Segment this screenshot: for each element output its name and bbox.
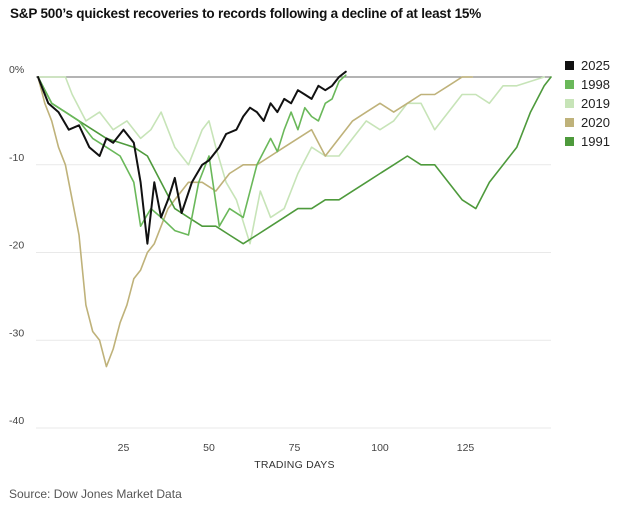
series-line-2025 bbox=[37, 70, 347, 245]
legend-swatch bbox=[565, 61, 574, 70]
legend-item-2019: 2019 bbox=[565, 94, 610, 113]
x-tick-label: 75 bbox=[289, 442, 301, 454]
series-line-1998 bbox=[37, 74, 347, 236]
legend-item-2025: 2025 bbox=[565, 56, 610, 75]
legend-item-1991: 1991 bbox=[565, 132, 610, 151]
x-tick-label: 50 bbox=[203, 442, 215, 454]
y-tick-label: -40 bbox=[9, 415, 24, 427]
y-tick-label: 0% bbox=[9, 64, 24, 76]
legend-label: 1998 bbox=[581, 77, 610, 92]
legend: 2025 1998 2019 2020 1991 bbox=[565, 56, 610, 151]
x-tick-label: 100 bbox=[371, 442, 389, 454]
y-tick-label: -10 bbox=[9, 152, 24, 164]
legend-label: 2025 bbox=[581, 58, 610, 73]
legend-item-1998: 1998 bbox=[565, 75, 610, 94]
legend-swatch bbox=[565, 99, 574, 108]
legend-item-2020: 2020 bbox=[565, 113, 610, 132]
grid-lines bbox=[36, 164, 551, 429]
y-axis-ticks: 0% -10 -20 -30 -40 bbox=[9, 64, 24, 427]
legend-swatch bbox=[565, 137, 574, 146]
x-tick-label: 25 bbox=[118, 442, 130, 454]
x-axis-title: TRADING DAYS bbox=[254, 459, 334, 471]
series-line-2020 bbox=[37, 76, 474, 368]
legend-label: 2019 bbox=[581, 96, 610, 111]
chart-title: S&P 500’s quickest recoveries to records… bbox=[10, 6, 481, 21]
legend-label: 1991 bbox=[581, 134, 610, 149]
series-line-2019 bbox=[37, 76, 546, 245]
x-tick-label: 125 bbox=[457, 442, 475, 454]
series-lines bbox=[37, 70, 552, 368]
source-note: Source: Dow Jones Market Data bbox=[9, 487, 182, 501]
legend-swatch bbox=[565, 118, 574, 127]
x-axis-ticks: 25 50 75 100 125 bbox=[118, 442, 475, 454]
series-line-1991 bbox=[37, 76, 552, 245]
y-tick-label: -30 bbox=[9, 327, 24, 339]
y-tick-label: -20 bbox=[9, 240, 24, 252]
legend-swatch bbox=[565, 80, 574, 89]
legend-label: 2020 bbox=[581, 115, 610, 130]
